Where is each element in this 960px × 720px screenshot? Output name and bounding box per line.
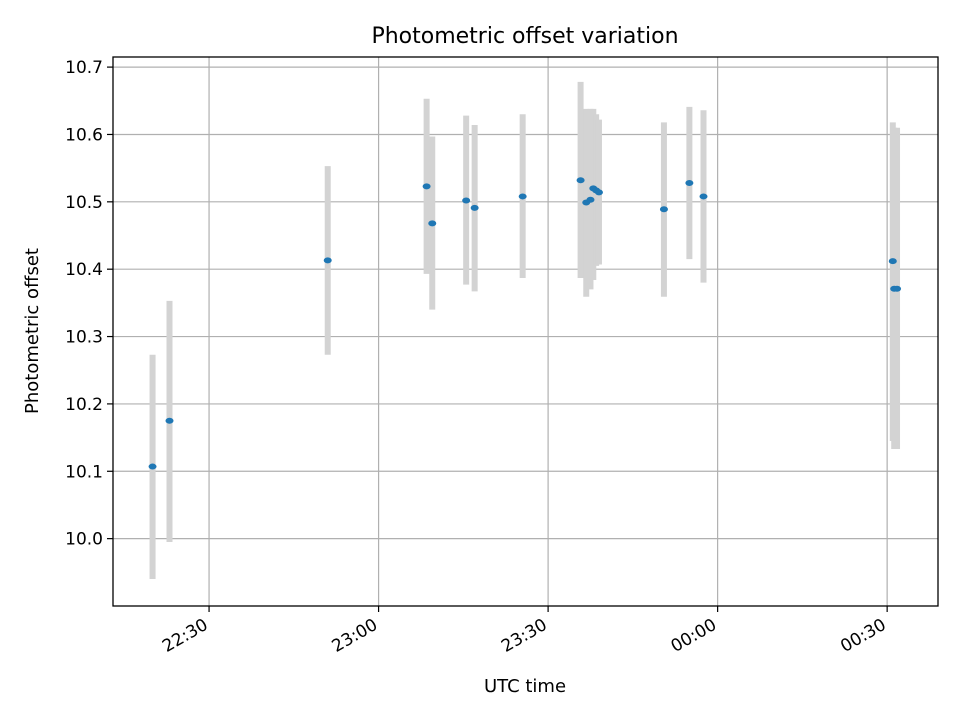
data-point — [685, 179, 694, 186]
plot-frame — [112, 56, 939, 607]
data-point — [888, 258, 897, 265]
y-tick-label: 10.2 — [65, 395, 103, 415]
data-point — [594, 189, 603, 196]
x-tick-label: 23:00 — [329, 615, 381, 657]
y-tick-label: 10.3 — [65, 328, 103, 348]
data-point — [470, 204, 479, 211]
y-tick-label: 10.4 — [65, 260, 103, 280]
data-point — [893, 285, 902, 292]
x-axis-label: UTC time — [484, 676, 566, 697]
data-point — [323, 257, 332, 264]
data-points — [148, 177, 902, 470]
data-point — [428, 220, 437, 227]
y-axis: 10.0 10.1 10.2 10.3 10.4 10.5 10.6 10.7 — [65, 58, 113, 550]
y-tick-label: 10.0 — [65, 530, 103, 550]
y-tick-label: 10.1 — [65, 462, 103, 482]
data-point — [576, 177, 585, 184]
data-point — [422, 183, 431, 190]
data-point — [165, 417, 174, 424]
data-point — [586, 196, 595, 203]
x-axis: 22:30 23:00 23:30 00:00 00:30 — [159, 606, 890, 657]
x-tick-label: 23:30 — [498, 615, 550, 657]
data-point — [148, 463, 157, 470]
x-tick-label: 00:30 — [837, 615, 889, 657]
y-tick-label: 10.5 — [65, 193, 103, 213]
y-axis-label: Photometric offset — [22, 248, 43, 414]
data-point — [518, 193, 527, 200]
data-point — [462, 197, 471, 204]
grid — [113, 57, 938, 606]
chart-title: Photometric offset variation — [371, 24, 678, 49]
error-bars — [149, 81, 901, 580]
x-tick-label: 00:00 — [668, 615, 720, 657]
y-tick-label: 10.6 — [65, 125, 103, 145]
x-tick-label: 22:30 — [159, 615, 211, 657]
data-point — [699, 193, 708, 200]
data-point — [659, 206, 668, 213]
y-tick-label: 10.7 — [65, 58, 103, 78]
